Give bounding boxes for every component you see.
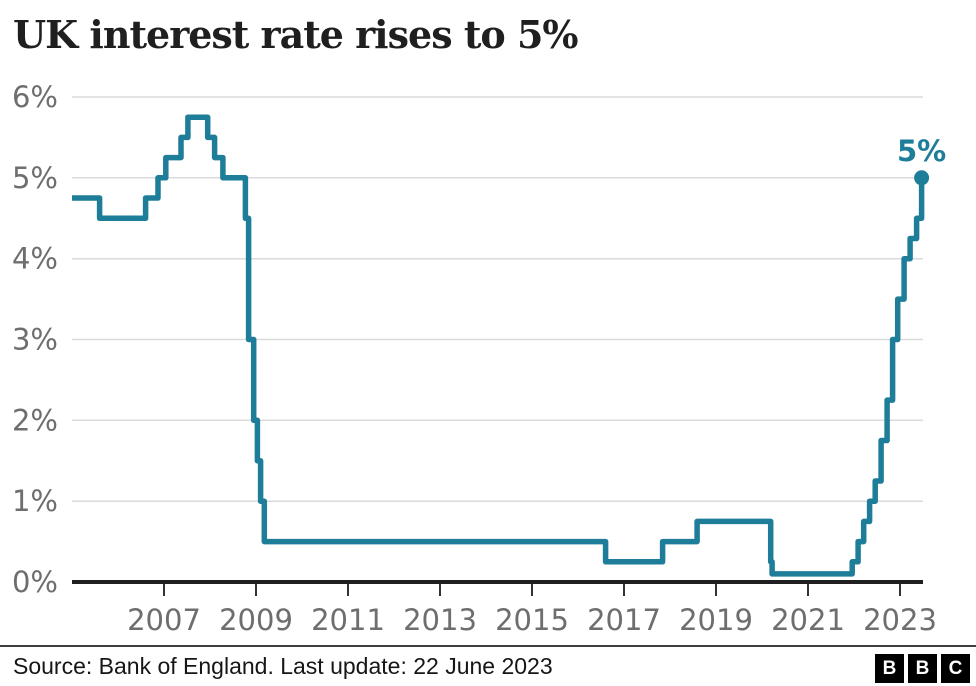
y-tick-label: 4% <box>12 242 58 276</box>
bbc-logo: B B C <box>875 654 970 683</box>
x-tick-label: 2023 <box>863 603 937 637</box>
bbc-logo-block: C <box>941 654 970 683</box>
x-tick-label: 2007 <box>127 603 201 637</box>
rate-chart: 0% 1% 2% 3% 4% 5% 6% 2007 2009 2011 2013 2015 2017 20… <box>12 80 946 637</box>
y-tick-label: 5% <box>12 161 58 195</box>
source-text: Source: Bank of England. Last update: 22… <box>13 653 553 679</box>
end-annotation: 5% <box>897 134 946 168</box>
bbc-logo-block: B <box>875 654 904 683</box>
x-tick-label: 2017 <box>587 603 661 637</box>
end-dot <box>914 170 930 186</box>
x-tick-label: 2011 <box>311 603 385 637</box>
y-tick-label: 2% <box>12 403 58 437</box>
y-tick-label: 0% <box>12 565 58 599</box>
x-tick-label: 2015 <box>495 603 569 637</box>
rate-line <box>72 114 925 577</box>
y-tick-label: 6% <box>12 80 58 114</box>
page-title: UK interest rate rises to 5% <box>13 12 578 57</box>
y-tick-label: 1% <box>12 484 58 518</box>
footer-divider <box>0 645 976 647</box>
y-tick-label: 3% <box>12 323 58 357</box>
x-tick-label: 2021 <box>771 603 845 637</box>
x-tick-label: 2019 <box>679 603 753 637</box>
x-tick-label: 2009 <box>219 603 293 637</box>
x-tick-label: 2013 <box>403 603 477 637</box>
bbc-logo-block: B <box>908 654 937 683</box>
